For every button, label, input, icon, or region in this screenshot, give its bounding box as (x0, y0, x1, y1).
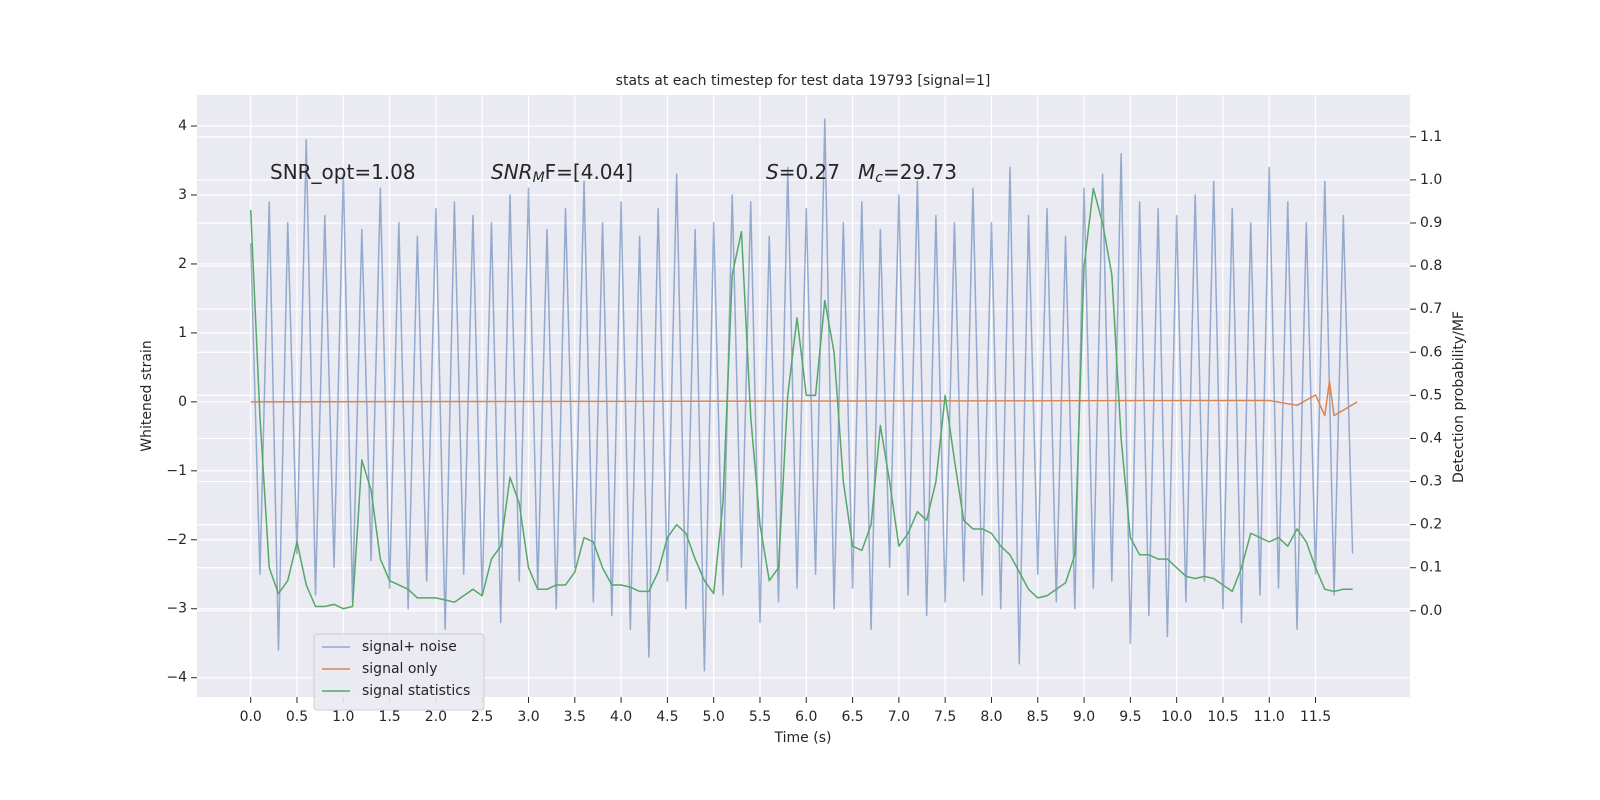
y2-tick-label: 0.8 (1420, 258, 1442, 274)
y2-tick-label: 0.6 (1420, 344, 1442, 360)
y2-tick-label: 0.9 (1420, 215, 1442, 231)
y-tick-label: −3 (166, 601, 187, 617)
x-tick-label: 0.0 (240, 709, 262, 725)
y-tick-label: 2 (178, 256, 187, 272)
legend-label: signal statistics (362, 683, 470, 699)
x-tick-label: 2.0 (425, 709, 447, 725)
x-tick-label: 7.5 (934, 709, 956, 725)
x-tick-label: 10.5 (1207, 709, 1238, 725)
y2-tick-label: 0.5 (1420, 387, 1442, 403)
y2-tick-label: 1.1 (1420, 129, 1442, 145)
annotation-part: SNR_opt=1.08 (270, 160, 416, 184)
legend: signal+ noise signal only signal statistic… (313, 633, 485, 711)
y2-axis-label: Detection probability/MF (1451, 311, 1467, 483)
y2-tick-label: 0.1 (1420, 560, 1442, 576)
x-tick-label: 3.5 (564, 709, 586, 725)
series-line (249, 187, 1353, 610)
plot-lines (249, 118, 1358, 672)
y-tick-label: −2 (166, 532, 187, 548)
x-tick-label: 0.5 (286, 709, 308, 725)
legend-label: signal only (362, 661, 437, 677)
x-tick-label: 10.0 (1161, 709, 1192, 725)
legend-box (313, 633, 485, 711)
x-tick-label: 4.0 (610, 709, 632, 725)
series-line (250, 380, 1358, 417)
y-tick-label: 4 (178, 118, 187, 134)
annotation-part: S (766, 160, 779, 184)
annotation-part: =0.27 (779, 160, 840, 184)
y2-tick-label: 0.3 (1420, 474, 1442, 490)
x-tick-label: 9.0 (1073, 709, 1095, 725)
chart-title: stats at each timestep for test data 197… (616, 73, 991, 89)
annotation-part: c (875, 170, 883, 186)
y2-tick-label: 0.7 (1420, 301, 1442, 317)
annotation-part: M (533, 170, 545, 186)
annotation: SNRMF=[4.04] (491, 160, 633, 187)
annotation-part: SNR (491, 160, 533, 184)
annotation-part: =29.73 (883, 160, 957, 184)
x-tick-label: 11.5 (1300, 709, 1331, 725)
x-tick-label: 9.5 (1119, 709, 1141, 725)
annotation: S=0.27 (766, 160, 840, 184)
y-tick-label: 1 (178, 325, 187, 341)
x-tick-label: 1.0 (332, 709, 354, 725)
annotation: SNR_opt=1.08 (270, 160, 416, 184)
y2-tick-label: 0.2 (1420, 517, 1442, 533)
y2-tick-label: 0.4 (1420, 430, 1442, 446)
annotation-part: F=[4.04] (545, 160, 633, 184)
y-tick-label: −1 (166, 463, 187, 479)
x-tick-label: 7.0 (888, 709, 910, 725)
y-tick-label: −4 (166, 670, 187, 686)
x-tick-label: 3.0 (517, 709, 539, 725)
x-tick-label: 1.5 (378, 709, 400, 725)
y-tick-label: 0 (178, 394, 187, 410)
x-tick-label: 5.0 (703, 709, 725, 725)
axes: 0.0 0.5 1.0 1.5 2.0 2.5 3.0 3.5 4.0 4.5 5.0 5.5 6.0 6… (166, 118, 1442, 725)
y2-tick-label: 1.0 (1420, 172, 1442, 188)
y2-tick-label: 0.0 (1420, 603, 1442, 619)
x-tick-label: 2.5 (471, 709, 493, 725)
legend-label: signal+ noise (362, 639, 457, 655)
y-tick-label: 3 (178, 187, 187, 203)
x-tick-label: 8.0 (980, 709, 1002, 725)
x-tick-label: 8.5 (1027, 709, 1049, 725)
y-axis-label: Whitened strain (139, 340, 155, 451)
x-tick-label: 4.5 (656, 709, 678, 725)
x-tick-label: 11.0 (1254, 709, 1285, 725)
x-tick-label: 5.5 (749, 709, 771, 725)
series-line (249, 118, 1354, 672)
x-tick-label: 6.5 (841, 709, 863, 725)
x-axis-label: Time (s) (774, 730, 832, 746)
annotation-part: M (858, 160, 875, 184)
annotation: Mc=29.73 (858, 160, 957, 187)
x-tick-label: 6.0 (795, 709, 817, 725)
